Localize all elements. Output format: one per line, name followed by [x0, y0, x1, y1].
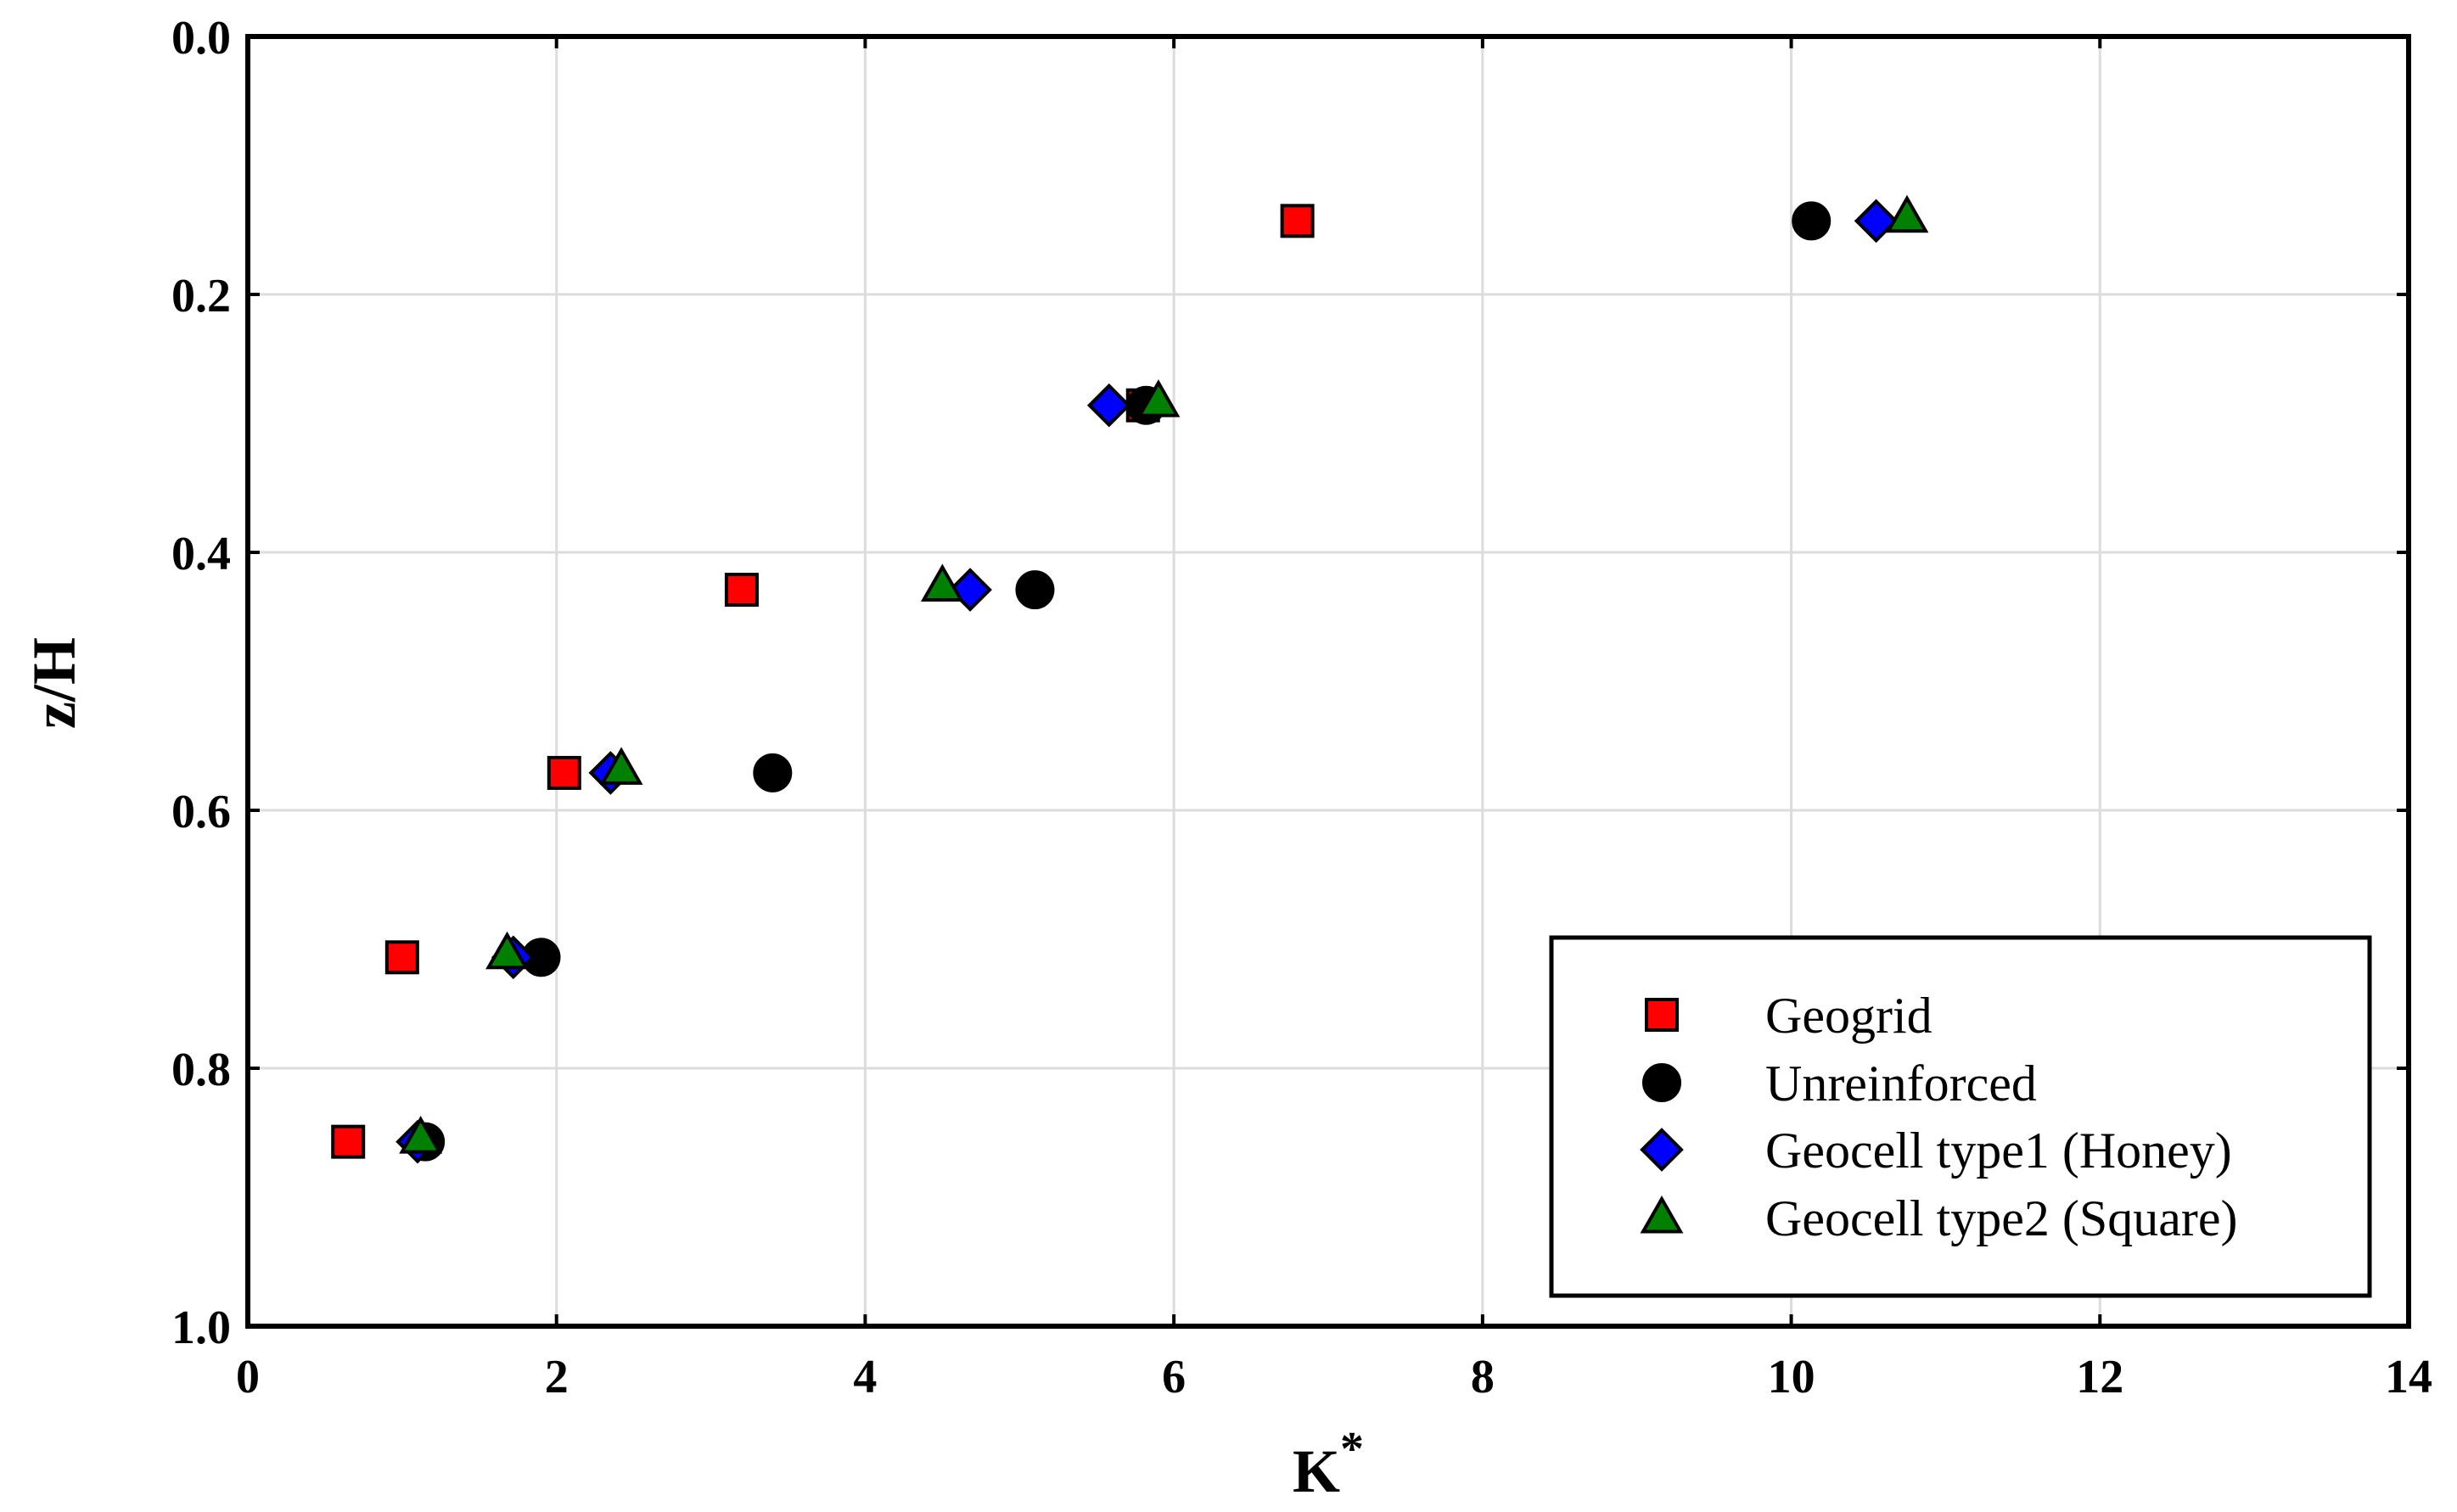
- data-point-geogrid: [331, 1124, 366, 1159]
- x-tick-label: 8: [1471, 1351, 1495, 1403]
- data-point-geocell-type2-square: [485, 931, 529, 970]
- data-point-geocell-type1-honey: [1854, 199, 1899, 244]
- y-tick-label: 1.0: [171, 1302, 231, 1354]
- y-tick-label: 0.0: [171, 12, 231, 64]
- y-tick-label: 0.4: [171, 528, 231, 580]
- x-axis-title-main: K: [1293, 1437, 1340, 1505]
- data-marks: [331, 194, 1929, 1164]
- data-point-unreinforced: [1792, 201, 1832, 241]
- legend-marker-unreinforced: [1642, 1063, 1681, 1102]
- data-point-geocell-type1-honey: [1086, 383, 1131, 428]
- plot-frame: [245, 34, 2411, 1329]
- legend-label-geocell-type2-square: Geocell type2 (Square): [1765, 1190, 2237, 1246]
- data-point-geocell-type2-square: [1136, 379, 1181, 417]
- legend-label-unreinforced: Unreinforced: [1765, 1056, 2037, 1112]
- data-point-geogrid: [547, 755, 581, 790]
- axis-ticks: 0 2 4 6 8 10 12 14 0.0 0.2 0.4 0.6 0.8 1.0: [171, 12, 2432, 1403]
- data-point-geocell-type2-square: [920, 563, 964, 602]
- x-tick-label: 10: [1768, 1351, 1815, 1403]
- x-tick-label: 6: [1162, 1351, 1186, 1403]
- legend-label-geogrid: Geogrid: [1765, 988, 1933, 1044]
- data-point-geocell-type2-square: [399, 1116, 443, 1154]
- x-tick-label: 14: [2385, 1351, 2432, 1403]
- y-tick-label: 0.2: [171, 270, 231, 322]
- x-tick-label: 12: [2076, 1351, 2123, 1403]
- legend-marker-geogrid: [1645, 998, 1679, 1032]
- x-tick-label: 2: [545, 1351, 569, 1403]
- x-axis-title: K*: [1293, 1423, 1364, 1505]
- data-point-geocell-type2-square: [1885, 194, 1929, 233]
- data-point-unreinforced: [1015, 570, 1055, 610]
- y-tick-label: 0.8: [171, 1044, 231, 1096]
- legend-marker-geocell-type1-honey: [1640, 1128, 1684, 1172]
- x-axis-title-superscript: *: [1340, 1423, 1364, 1476]
- y-tick-label: 0.6: [171, 786, 231, 838]
- x-tick-label: 4: [853, 1351, 877, 1403]
- data-point-geogrid: [384, 940, 419, 975]
- legend: Geogrid Unreinforced Geocell type1 (Honey)…: [1549, 935, 2372, 1298]
- legend-label-geocell-type1-honey: Geocell type1 (Honey): [1765, 1123, 2232, 1179]
- data-point-geocell-type2-square: [599, 747, 643, 785]
- data-point-unreinforced: [753, 753, 793, 792]
- data-point-geogrid: [1280, 204, 1315, 238]
- x-tick-label: 0: [236, 1351, 260, 1403]
- legend-box: [1549, 935, 2372, 1298]
- data-point-geogrid: [724, 573, 759, 608]
- legend-marker-geocell-type2-square: [1640, 1195, 1684, 1234]
- y-axis-title: z/H: [20, 637, 88, 729]
